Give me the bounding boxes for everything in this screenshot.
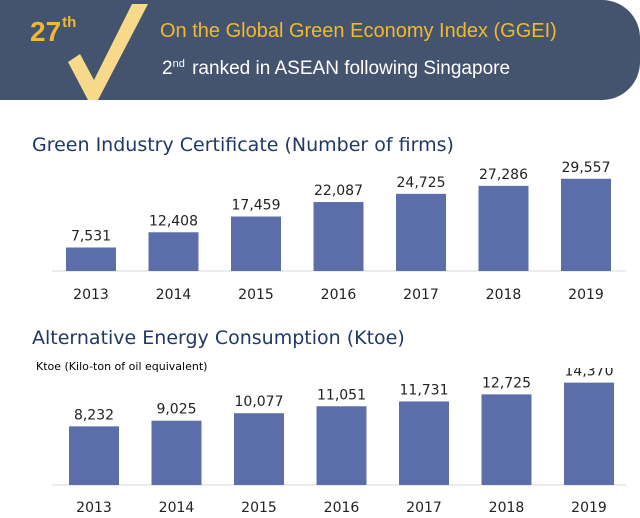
- chart1-tick-label-2014: 2014: [156, 287, 192, 303]
- chart2-title: Alternative Energy Consumption (Ktoe): [32, 327, 405, 349]
- banner: 27th On the Global Green Economy Index (…: [0, 0, 640, 100]
- rank-number: 27: [30, 16, 62, 47]
- chart1-tick-label-2019: 2019: [568, 287, 604, 303]
- chart1-data-label-2017: 24,725: [397, 175, 446, 191]
- chart2-tick-label-2018: 2018: [489, 500, 525, 516]
- chart2-bar-2018: [481, 394, 532, 485]
- chart2-tick-label-2013: 2013: [76, 500, 112, 516]
- chart2-data-label-2016: 11,051: [317, 387, 366, 403]
- banner-shape: [0, 0, 640, 100]
- asean-rank-number: 2: [162, 58, 173, 79]
- chart1-tick-label-2016: 2016: [321, 287, 357, 303]
- green-industry-chart: 7,531 2013 12,408 2014 17,459 2015 22,087 2016 2…: [52, 160, 626, 303]
- asean-rank-text: ranked in ASEAN following Singapore: [192, 58, 511, 79]
- chart2-bar-2013: [69, 426, 119, 485]
- asean-ranking: 2nd ranked in ASEAN following Singapore: [162, 58, 510, 80]
- chart2-bar-2019: [564, 382, 614, 485]
- chart2-unit-note: Ktoe (Kilo-ton of oil equivalent): [36, 360, 208, 373]
- chart1-bar-2013: [66, 247, 116, 271]
- chart1-tick-label-2015: 2015: [238, 287, 274, 303]
- chart2-data-label-2019: 14,370: [565, 368, 614, 380]
- chart1-bar-2014: [148, 232, 199, 271]
- ggei-rank: 27th: [30, 14, 76, 48]
- chart1-data-label-2018: 27,286: [479, 167, 528, 183]
- chart2-data-label-2013: 8,232: [74, 407, 114, 423]
- rank-suffix: th: [62, 14, 77, 31]
- chart1-data-label-2016: 22,087: [314, 183, 363, 199]
- chart1-tick-label-2017: 2017: [403, 287, 439, 303]
- chart1-bar-2018: [478, 185, 529, 271]
- chart1-bar-2019: [561, 178, 611, 271]
- chart2-tick-label-2019: 2019: [571, 500, 607, 516]
- chart1-data-label-2019: 29,557: [562, 160, 611, 176]
- checkmark-icon: [68, 4, 148, 100]
- chart2-bar-2015: [234, 413, 284, 485]
- chart1-data-label-2013: 7,531: [71, 228, 111, 244]
- chart2-tick-label-2017: 2017: [406, 500, 442, 516]
- chart1-bar-2017: [396, 193, 446, 271]
- chart2-data-label-2017: 11,731: [400, 382, 449, 398]
- chart2-tick-label-2014: 2014: [159, 500, 195, 516]
- chart1-bar-2015: [231, 216, 281, 271]
- chart1-data-label-2015: 17,459: [232, 198, 281, 214]
- chart1-title: Green Industry Certificate (Number of fi…: [32, 134, 454, 156]
- asean-rank-suffix: nd: [172, 58, 185, 70]
- chart2-bar-2014: [151, 420, 202, 485]
- ggei-title: On the Global Green Economy Index (GGEI): [160, 20, 557, 42]
- chart2-bar-2016: [316, 406, 367, 485]
- alternative-energy-chart: 8,232 2013 9,025 2014 10,077 2015 11,051 2016 11…: [52, 368, 626, 516]
- chart2-tick-label-2015: 2015: [241, 500, 277, 516]
- chart1-tick-label-2018: 2018: [486, 287, 522, 303]
- chart2-tick-label-2016: 2016: [324, 500, 360, 516]
- chart1-data-label-2014: 12,408: [149, 213, 198, 229]
- chart2-bar-2017: [399, 401, 449, 485]
- chart2-data-label-2015: 10,077: [235, 394, 284, 410]
- chart2-data-label-2014: 9,025: [156, 402, 196, 418]
- chart1-bar-2016: [313, 202, 364, 271]
- banner-background: [0, 0, 640, 100]
- chart2-data-label-2018: 12,725: [482, 375, 531, 391]
- chart1-tick-label-2013: 2013: [73, 287, 109, 303]
